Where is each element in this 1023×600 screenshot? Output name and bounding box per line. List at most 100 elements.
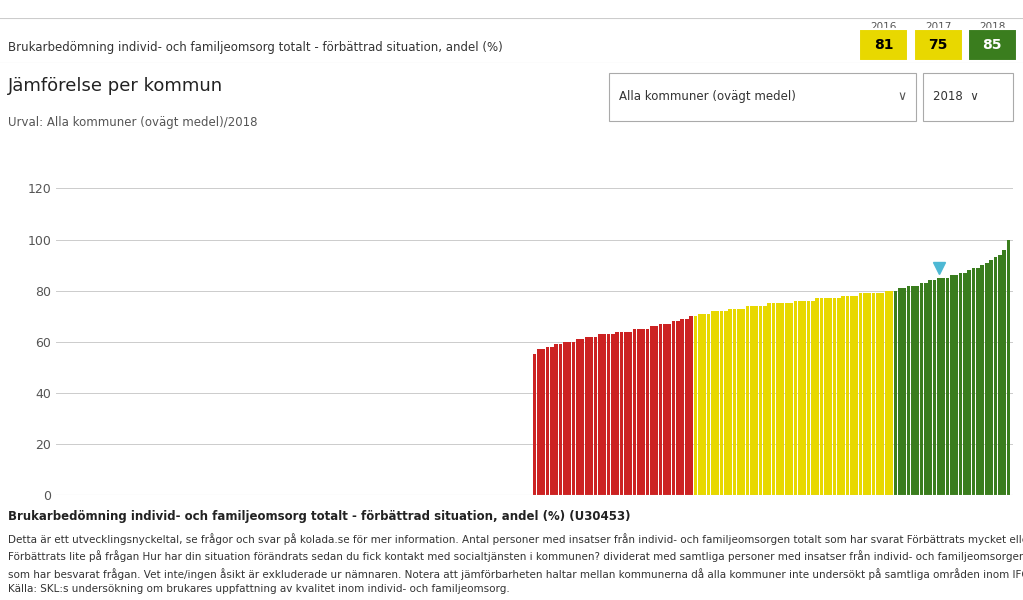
Bar — [589, 337, 593, 495]
Bar — [898, 288, 901, 495]
Text: 2016: 2016 — [871, 22, 897, 32]
Bar — [572, 342, 576, 495]
Bar — [980, 265, 984, 495]
Bar — [806, 301, 810, 495]
Bar — [858, 293, 862, 495]
Bar — [767, 304, 771, 495]
FancyBboxPatch shape — [859, 29, 908, 61]
Bar — [563, 342, 567, 495]
Text: Alla kommuner (ovägt medel): Alla kommuner (ovägt medel) — [619, 91, 796, 103]
Bar — [702, 314, 706, 495]
Bar — [615, 331, 619, 495]
Bar — [881, 293, 884, 495]
Bar — [611, 334, 615, 495]
Bar — [746, 306, 750, 495]
Bar — [802, 301, 806, 495]
Bar — [841, 296, 845, 495]
Bar — [597, 334, 602, 495]
Bar — [868, 293, 872, 495]
Bar — [759, 306, 762, 495]
Bar — [680, 319, 684, 495]
Bar — [989, 260, 993, 495]
Bar — [833, 298, 837, 495]
Bar — [690, 316, 693, 495]
Text: Jämförelse per kommun: Jämförelse per kommun — [8, 77, 223, 95]
Bar — [667, 324, 671, 495]
Bar — [641, 329, 646, 495]
Bar — [537, 349, 541, 495]
Bar — [620, 331, 623, 495]
Bar — [819, 298, 824, 495]
Bar — [976, 268, 980, 495]
Text: 75: 75 — [929, 38, 947, 52]
Bar — [885, 290, 889, 495]
Bar — [646, 329, 650, 495]
Bar — [684, 319, 688, 495]
Bar — [554, 344, 559, 495]
Bar — [811, 301, 814, 495]
Bar — [1007, 239, 1011, 495]
Bar — [607, 334, 611, 495]
Text: ∨: ∨ — [897, 91, 906, 103]
Bar — [950, 275, 953, 495]
Bar — [624, 331, 628, 495]
Bar — [789, 304, 793, 495]
FancyBboxPatch shape — [609, 73, 916, 121]
Bar — [872, 293, 876, 495]
Bar — [906, 286, 910, 495]
FancyBboxPatch shape — [923, 73, 1013, 121]
Bar — [1003, 250, 1006, 495]
Text: 2017: 2017 — [925, 22, 951, 32]
Text: 85: 85 — [982, 38, 1003, 52]
Bar — [719, 311, 723, 495]
Bar — [672, 321, 675, 495]
Bar — [916, 286, 919, 495]
Bar — [959, 273, 963, 495]
Bar — [985, 263, 988, 495]
Bar — [837, 298, 841, 495]
Bar — [902, 288, 906, 495]
Bar — [628, 331, 632, 495]
Bar — [541, 349, 545, 495]
Bar — [863, 293, 866, 495]
Bar — [559, 344, 563, 495]
Bar — [568, 342, 571, 495]
Bar — [576, 339, 580, 495]
Text: 2018: 2018 — [979, 22, 1006, 32]
Bar — [715, 311, 719, 495]
Text: Brukarbedömning individ- och familjeomsorg totalt - förbättrad situation, andel : Brukarbedömning individ- och familjeomso… — [8, 510, 631, 523]
Bar — [737, 308, 741, 495]
Bar — [785, 304, 789, 495]
Bar — [876, 293, 880, 495]
Bar — [928, 280, 932, 495]
Bar — [993, 257, 997, 495]
Bar — [893, 290, 897, 495]
Bar — [632, 329, 636, 495]
Bar — [659, 324, 663, 495]
Bar — [945, 278, 949, 495]
Bar — [771, 304, 775, 495]
Bar — [655, 326, 658, 495]
Bar — [724, 311, 727, 495]
Bar — [854, 296, 858, 495]
Bar — [750, 306, 754, 495]
Bar — [676, 321, 680, 495]
Bar — [533, 355, 536, 495]
Bar — [889, 290, 893, 495]
Bar — [794, 301, 797, 495]
Bar — [698, 314, 702, 495]
Bar — [846, 296, 849, 495]
Bar — [910, 286, 915, 495]
Text: 81: 81 — [874, 38, 894, 52]
Bar — [650, 326, 654, 495]
Bar — [545, 347, 549, 495]
Bar — [997, 255, 1002, 495]
Bar — [963, 273, 967, 495]
Bar — [954, 275, 959, 495]
Bar — [728, 308, 732, 495]
Bar — [798, 301, 802, 495]
Bar — [742, 308, 745, 495]
Bar — [763, 306, 767, 495]
Bar — [829, 298, 832, 495]
FancyBboxPatch shape — [968, 29, 1017, 61]
